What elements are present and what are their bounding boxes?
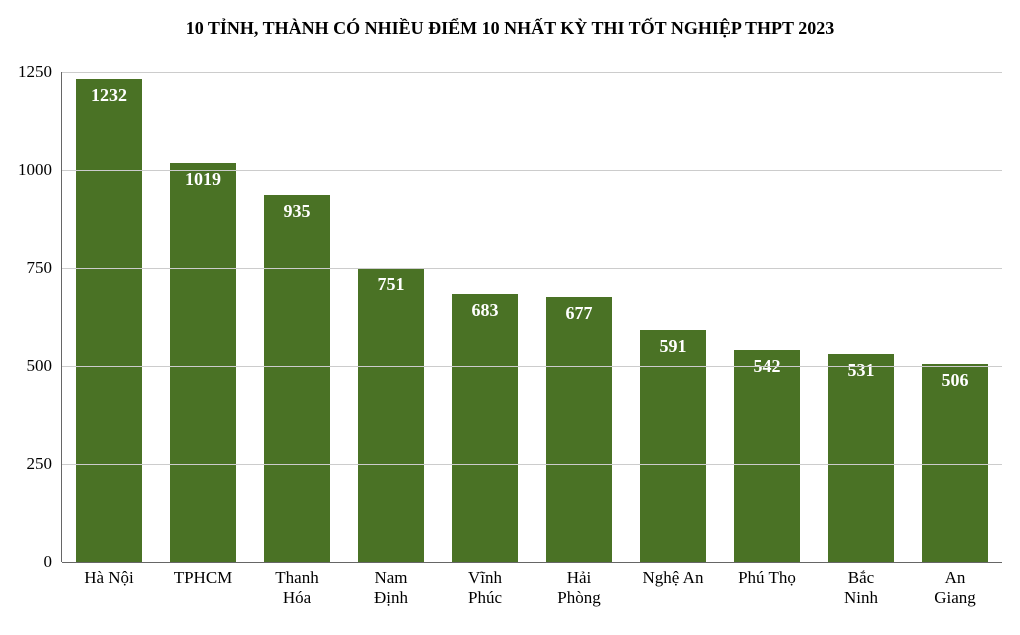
bar-slot: 677HảiPhòng	[532, 72, 626, 562]
ytick-label: 1250	[2, 62, 52, 82]
bar: 1232	[76, 79, 142, 562]
bar: 1019	[170, 163, 236, 562]
xtick-label: AnGiang	[908, 562, 1002, 607]
ytick-label: 500	[2, 356, 52, 376]
gridline	[62, 464, 1002, 465]
xtick-label: Hà Nội	[62, 562, 156, 588]
xtick-label: NamĐịnh	[344, 562, 438, 607]
bar: 542	[734, 350, 800, 562]
bar: 506	[922, 364, 988, 562]
bar-value-label: 677	[546, 303, 612, 324]
chart-container: 10 TỈNH, THÀNH CÓ NHIỀU ĐIỂM 10 NHẤT KỲ …	[0, 0, 1020, 635]
bar-slot: 935ThanhHóa	[250, 72, 344, 562]
bar-value-label: 683	[452, 300, 518, 321]
ytick-label: 0	[2, 552, 52, 572]
x-axis-line	[62, 562, 1002, 563]
bar-slot: 531BắcNinh	[814, 72, 908, 562]
bar: 531	[828, 354, 894, 562]
xtick-label: Nghệ An	[626, 562, 720, 588]
bar: 677	[546, 297, 612, 562]
bar: 683	[452, 294, 518, 562]
gridline	[62, 72, 1002, 73]
bar-value-label: 1019	[170, 169, 236, 190]
bar: 751	[358, 268, 424, 562]
ytick-label: 1000	[2, 160, 52, 180]
gridline	[62, 268, 1002, 269]
bar-slot: 1232Hà Nội	[62, 72, 156, 562]
bar-slot: 542Phú Thọ	[720, 72, 814, 562]
chart-title: 10 TỈNH, THÀNH CÓ NHIỀU ĐIỂM 10 NHẤT KỲ …	[0, 18, 1020, 39]
bar-value-label: 531	[828, 360, 894, 381]
bar-value-label: 1232	[76, 85, 142, 106]
ytick-label: 250	[2, 454, 52, 474]
bars-layer: 1232Hà Nội1019TPHCM935ThanhHóa751NamĐịnh…	[62, 72, 1002, 562]
bar-slot: 591Nghệ An	[626, 72, 720, 562]
xtick-label: VĩnhPhúc	[438, 562, 532, 607]
xtick-label: Phú Thọ	[720, 562, 814, 588]
xtick-label: ThanhHóa	[250, 562, 344, 607]
gridline	[62, 366, 1002, 367]
ytick-label: 750	[2, 258, 52, 278]
gridline	[62, 170, 1002, 171]
xtick-label: HảiPhòng	[532, 562, 626, 607]
y-axis-line	[61, 72, 62, 562]
bar-slot: 1019TPHCM	[156, 72, 250, 562]
bar-value-label: 506	[922, 370, 988, 391]
chart-plot-area: 1232Hà Nội1019TPHCM935ThanhHóa751NamĐịnh…	[62, 72, 1002, 562]
bar-value-label: 935	[264, 201, 330, 222]
xtick-label: TPHCM	[156, 562, 250, 588]
xtick-label: BắcNinh	[814, 562, 908, 607]
bar-value-label: 591	[640, 336, 706, 357]
bar-slot: 506AnGiang	[908, 72, 1002, 562]
bar-value-label: 751	[358, 274, 424, 295]
bar-slot: 683VĩnhPhúc	[438, 72, 532, 562]
bar-slot: 751NamĐịnh	[344, 72, 438, 562]
bar: 935	[264, 195, 330, 562]
